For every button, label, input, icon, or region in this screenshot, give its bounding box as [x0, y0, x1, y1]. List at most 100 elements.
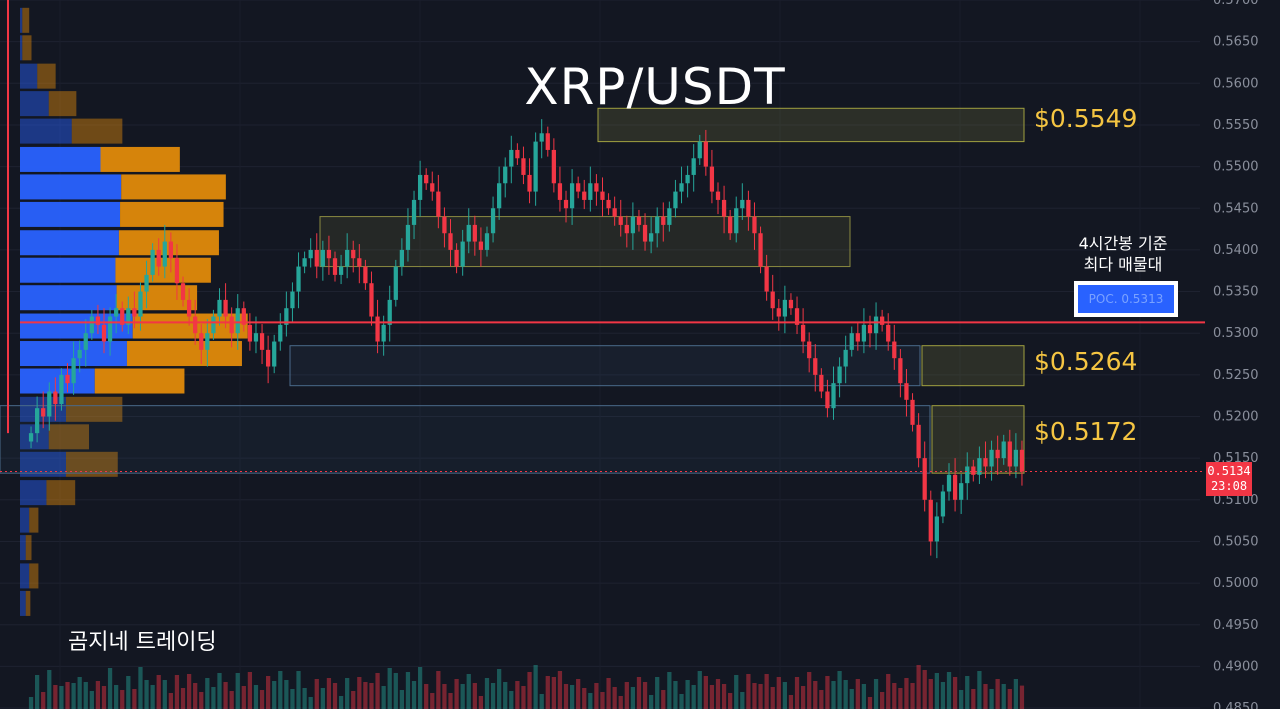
candle-body [484, 233, 490, 250]
volume-bar [515, 681, 520, 709]
candle-body [946, 474, 952, 492]
candle-body [180, 283, 186, 300]
candle-body [965, 466, 970, 484]
candle-body [266, 349, 271, 367]
volume-bar [861, 684, 867, 709]
candle-body [302, 258, 307, 267]
vp-sell-bar [100, 146, 180, 172]
y-tick-label: 0.5250 [1213, 368, 1259, 383]
volume-bar [114, 685, 119, 709]
candle-body [1007, 441, 1012, 467]
candle-body [229, 316, 234, 334]
vp-sell-bar [48, 424, 89, 450]
volume-bar [557, 671, 563, 709]
poc-label-box: POC. 0.5313 [1074, 281, 1178, 317]
candle-body [77, 349, 82, 359]
candle-body [375, 316, 380, 342]
candle-body [199, 333, 204, 350]
candle-body [624, 224, 629, 234]
volume-bar [53, 685, 58, 709]
candle-body [466, 224, 471, 242]
volume-bar [825, 676, 830, 709]
candle-body [861, 324, 867, 342]
volume-bar [867, 697, 873, 709]
vp-sell-bar [22, 35, 32, 61]
candle-body [448, 233, 453, 250]
candle-body [697, 141, 702, 159]
candle-body [709, 166, 715, 192]
candle-body [168, 241, 173, 259]
volume-bar [241, 686, 246, 709]
volume-bar [357, 677, 362, 709]
volume-bar [977, 671, 982, 709]
volume-bar [892, 683, 897, 709]
volume-bar [83, 682, 88, 709]
candle-body [782, 299, 787, 317]
volume-bar [223, 682, 228, 709]
volume-bar [588, 693, 593, 709]
volume-bar [594, 683, 599, 709]
vp-buy-bar [20, 480, 47, 506]
poc-caption: 4시간봉 기준 최다 매물대 [1040, 233, 1206, 275]
candle-body [880, 316, 885, 325]
candle-body [132, 308, 137, 317]
volume-bar [417, 667, 423, 709]
volume-bar [734, 675, 739, 709]
volume-bar [490, 683, 496, 709]
volume-bar [630, 687, 636, 709]
current-price-badge: 0.5134 23:08 [1206, 462, 1252, 496]
volume-bar [77, 677, 82, 709]
volume-bar [898, 688, 903, 709]
candle-body [1013, 449, 1019, 467]
candle-body [95, 316, 101, 325]
vp-buy-bar [20, 91, 49, 117]
vp-buy-bar [20, 118, 72, 144]
candle-body [983, 458, 988, 467]
candle-body [952, 474, 958, 500]
volume-bar [34, 675, 40, 709]
volume-bar [636, 677, 642, 709]
volume-bar [728, 693, 733, 709]
volume-bar [466, 674, 471, 709]
poc-caption-line1: 4시간봉 기준 [1078, 234, 1168, 253]
volume-bar [132, 689, 137, 709]
candle-body [217, 299, 222, 317]
volume-bar [928, 679, 933, 709]
volume-bar [89, 691, 94, 709]
vp-sell-bar [120, 201, 224, 227]
volume-bar [600, 692, 605, 709]
candle-body [995, 449, 1000, 459]
candle-body [144, 274, 149, 292]
candle-body [150, 249, 155, 275]
volume-bar [1013, 679, 1019, 709]
volume-bar [345, 678, 350, 709]
volume-bar [831, 681, 836, 709]
candle-body [253, 333, 259, 342]
candle-body [34, 408, 40, 434]
candle-body [332, 258, 338, 275]
volume-bar [758, 684, 763, 709]
candle-body [837, 366, 842, 384]
volume-bar [782, 682, 787, 709]
candle-body [338, 266, 344, 275]
candle-body [156, 249, 161, 267]
volume-bar [965, 676, 970, 709]
volume-bar [28, 697, 34, 709]
candle-body [442, 216, 447, 234]
candle-body [454, 249, 459, 267]
candle-body [503, 166, 508, 184]
volume-bar [655, 677, 660, 709]
volume-bar [272, 681, 277, 709]
candle-body [472, 224, 477, 242]
volume-bar [545, 676, 550, 709]
candle-body [825, 391, 830, 409]
volume-bar [539, 694, 544, 709]
candle-body [272, 341, 277, 367]
volume-bar [229, 691, 234, 709]
vp-sell-bar [29, 507, 39, 533]
candle-body [855, 333, 860, 342]
candle-body [1001, 441, 1006, 459]
volume-bar [776, 677, 781, 709]
candle-body [758, 233, 763, 267]
